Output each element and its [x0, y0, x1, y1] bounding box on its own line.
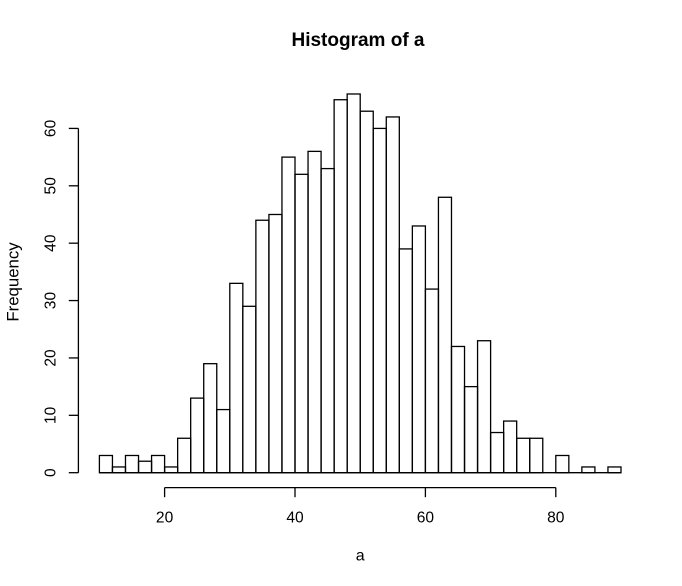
- svg-text:50: 50: [42, 177, 59, 195]
- svg-text:Histogram of a: Histogram of a: [291, 30, 424, 51]
- svg-text:20: 20: [42, 349, 59, 367]
- svg-text:40: 40: [42, 234, 59, 252]
- svg-text:a: a: [356, 548, 365, 565]
- svg-text:80: 80: [547, 510, 565, 527]
- svg-text:60: 60: [417, 510, 435, 527]
- svg-text:30: 30: [42, 292, 59, 310]
- svg-text:60: 60: [42, 119, 59, 137]
- svg-text:10: 10: [42, 406, 59, 424]
- svg-text:40: 40: [286, 510, 304, 527]
- svg-text:0: 0: [42, 468, 59, 477]
- svg-text:Frequency: Frequency: [4, 242, 23, 322]
- svg-text:20: 20: [156, 510, 174, 527]
